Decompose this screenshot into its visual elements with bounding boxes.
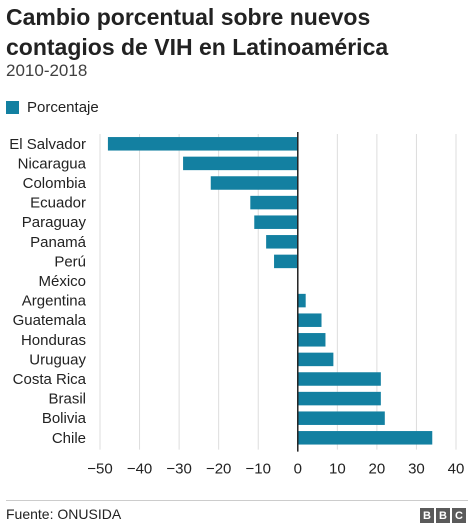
bar (297, 411, 385, 425)
legend-swatch (6, 101, 19, 114)
x-tick-label: 40 (448, 461, 465, 478)
bar (297, 372, 381, 386)
legend: Porcentaje (6, 99, 99, 116)
bbc-logo-letter: B (420, 508, 434, 523)
x-tick-label: −40 (127, 461, 152, 478)
bar (107, 137, 298, 151)
bar (210, 176, 298, 190)
bbc-logo: B B C (420, 508, 466, 523)
footer-divider (6, 500, 468, 501)
x-tick-label: 30 (408, 461, 425, 478)
category-label: Guatemala (13, 312, 87, 329)
category-label: Panamá (30, 234, 87, 251)
grid-lines (99, 134, 457, 450)
category-label: Costa Rica (13, 371, 87, 388)
category-label: Argentina (22, 293, 87, 310)
x-tick-labels: −50 −40 −30 −20 −10 0 10 20 30 40 (87, 461, 464, 478)
x-tick-label: −50 (87, 461, 112, 478)
category-label: Bolivia (42, 410, 87, 427)
category-label: El Salvador (9, 136, 86, 153)
legend-label: Porcentaje (27, 99, 99, 116)
bar (297, 352, 334, 367)
bars (107, 137, 433, 445)
x-tick-label: −20 (206, 461, 231, 478)
x-tick-label: −30 (166, 461, 191, 478)
bar (297, 431, 433, 445)
category-label: Chile (52, 430, 86, 447)
x-tick-label: 0 (294, 461, 302, 478)
bar (297, 313, 322, 327)
bar (274, 254, 298, 269)
bar-chart: El Salvador Nicaragua Colombia Ecuador Parag… (9, 132, 464, 478)
bbc-logo-letter: B (436, 508, 450, 523)
chart-subtitle: 2010-2018 (6, 61, 88, 80)
bar (250, 195, 298, 210)
bar (297, 293, 306, 308)
category-labels: El Salvador Nicaragua Colombia Ecuador Parag… (9, 136, 86, 447)
bar (254, 215, 298, 229)
category-label: Ecuador (30, 195, 86, 212)
bar (266, 235, 298, 249)
category-label: Nicaragua (18, 155, 87, 172)
x-tick-label: −10 (245, 461, 270, 478)
bbc-logo-letter: C (452, 508, 466, 523)
bar (297, 333, 326, 347)
bar (297, 391, 381, 406)
x-tick-label: 20 (369, 461, 386, 478)
category-label: Paraguay (22, 214, 87, 231)
category-label: México (38, 273, 86, 290)
x-tick-label: 10 (329, 461, 346, 478)
category-label: Perú (54, 253, 86, 270)
category-label: Colombia (23, 175, 87, 192)
category-label: Uruguay (29, 351, 86, 368)
category-label: Honduras (21, 332, 86, 349)
category-label: Brasil (48, 391, 86, 408)
bar (183, 156, 298, 171)
chart-title: Cambio porcentual sobre nuevos contagios… (6, 4, 389, 60)
source-note: Fuente: ONUSIDA (6, 506, 122, 522)
